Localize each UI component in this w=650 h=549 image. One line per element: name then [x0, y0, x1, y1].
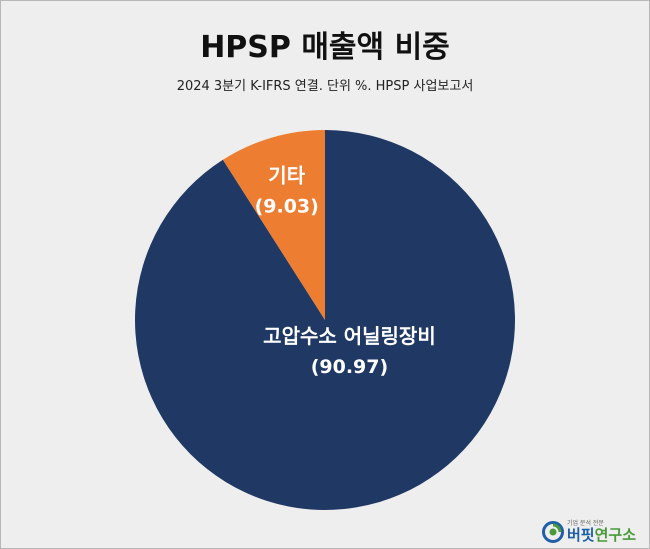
slice-value-label-0: (90.97) [311, 356, 388, 378]
brand-logo: 기업 분석 전문 버핏연구소 [541, 520, 636, 543]
slice-value-label-1: (9.03) [255, 196, 319, 218]
slice-label-0: 고압수소 어닐링장비 [263, 324, 436, 348]
brand-name: 버핏연구소 [567, 527, 636, 543]
brand-swirl-icon [541, 520, 564, 543]
pie-slice-1 [222, 130, 325, 320]
slice-label-1: 기타 [268, 164, 305, 188]
chart-subtitle: 2024 3분기 K-IFRS 연결. 단위 %. HPSP 사업보고서 [176, 79, 474, 94]
brand-tagline: 기업 분석 전문 [566, 520, 604, 527]
chart-title: HPSP 매출액 비중 [200, 30, 450, 65]
brand-name-part1: 버핏 [566, 526, 595, 544]
brand-name-part2: 연구소 [594, 526, 636, 544]
